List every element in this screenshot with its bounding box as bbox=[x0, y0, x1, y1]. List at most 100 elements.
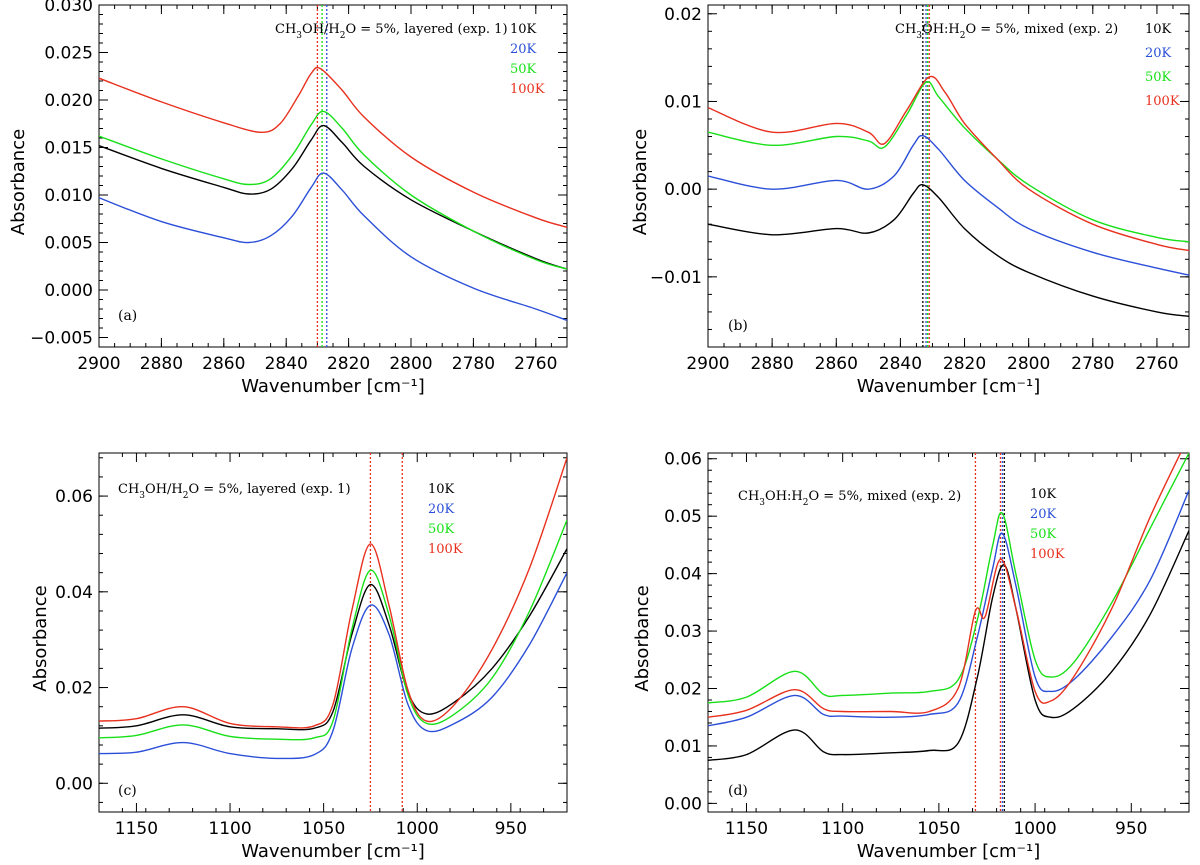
plot-frame bbox=[98, 4, 568, 348]
x-tick-label: 2820 bbox=[327, 354, 370, 374]
x-tick-label: 1150 bbox=[115, 819, 158, 839]
x-tick-label: 2860 bbox=[815, 354, 858, 374]
series-line-10K bbox=[99, 548, 567, 731]
x-axis-title: Wavenumber [cm⁻¹] bbox=[857, 841, 1041, 862]
y-tick-label: 0.025 bbox=[44, 44, 93, 64]
plot-frame bbox=[707, 4, 1190, 348]
x-tick-label: 2900 bbox=[77, 354, 120, 374]
x-tick-label: 2900 bbox=[686, 354, 729, 374]
legend-entry-20K: 20K bbox=[428, 502, 455, 517]
y-tick-label: 0.010 bbox=[44, 186, 93, 206]
y-tick-label: 0.005 bbox=[44, 234, 93, 254]
legend-entry-20K: 20K bbox=[1030, 507, 1057, 522]
x-tick-label: 2880 bbox=[140, 354, 183, 374]
x-tick-label: 2780 bbox=[452, 354, 495, 374]
y-tick-label: 0.04 bbox=[55, 583, 93, 603]
experiment-annotation: CH3OH/H2O = 5%, layered (exp. 1) bbox=[275, 22, 508, 41]
y-tick-label: −0.005 bbox=[30, 329, 93, 349]
series-line-100K bbox=[708, 453, 1182, 718]
y-tick-label: 0.000 bbox=[44, 281, 93, 301]
x-tick-label: 1100 bbox=[208, 819, 251, 839]
y-tick-label: 0.00 bbox=[664, 180, 702, 200]
legend-entry-100K: 100K bbox=[1030, 547, 1065, 562]
y-tick-label: −0.01 bbox=[650, 268, 702, 288]
legend-entry-50K: 50K bbox=[510, 62, 537, 77]
y-axis-title: Absorbance bbox=[632, 585, 653, 691]
x-tick-label: 2820 bbox=[943, 354, 986, 374]
series-line-10K bbox=[708, 184, 1189, 317]
legend-entry-100K: 100K bbox=[510, 82, 545, 97]
series-line-20K bbox=[708, 134, 1189, 276]
y-tick-label: 0.030 bbox=[44, 0, 93, 16]
series-line-20K bbox=[99, 572, 567, 760]
legend-entry-100K: 100K bbox=[428, 542, 463, 557]
experiment-annotation: CH3OH:H2O = 5%, mixed (exp. 2) bbox=[738, 489, 961, 508]
x-tick-label: 1150 bbox=[725, 819, 768, 839]
x-tick-label: 1050 bbox=[917, 819, 960, 839]
x-tick-label: 950 bbox=[1115, 819, 1147, 839]
panel-d: 1150 1100 1050 1000 950 0.00 0.01 0.02 0.03 0.04 0… bbox=[632, 450, 1190, 862]
y-tick-label: 0.06 bbox=[55, 487, 93, 507]
series-line-10K bbox=[708, 530, 1189, 761]
series-line-10K bbox=[99, 124, 567, 270]
x-tick-label: 2760 bbox=[1135, 354, 1178, 374]
panel-b: 2900 2880 2860 2840 2820 2800 2780 2760 −0.01 0.0… bbox=[630, 4, 1190, 397]
y-axis-title: Absorbance bbox=[8, 129, 29, 235]
series-line-20K bbox=[708, 490, 1189, 727]
y-tick-label: 0.02 bbox=[664, 680, 702, 700]
y-axis-title: Absorbance bbox=[630, 129, 651, 235]
series-line-20K bbox=[99, 172, 567, 322]
x-tick-label: 950 bbox=[495, 819, 527, 839]
x-tick-label: 2780 bbox=[1071, 354, 1114, 374]
experiment-annotation: CH3OH:H2O = 5%, mixed (exp. 2) bbox=[895, 22, 1118, 41]
plot-frame bbox=[707, 452, 1190, 813]
y-tick-label: 0.00 bbox=[664, 794, 702, 814]
x-tick-label: 2800 bbox=[1007, 354, 1050, 374]
legend-entry-100K: 100K bbox=[1145, 94, 1180, 109]
y-axis-title: Absorbance bbox=[30, 585, 51, 691]
series-line-50K bbox=[708, 453, 1189, 704]
legend-entry-50K: 50K bbox=[428, 522, 455, 537]
y-tick-label: 0.01 bbox=[664, 92, 702, 112]
series-line-50K bbox=[708, 80, 1189, 243]
x-tick-label: 2840 bbox=[265, 354, 308, 374]
x-axis-title: Wavenumber [cm⁻¹] bbox=[241, 841, 425, 862]
y-tick-label: 0.03 bbox=[664, 622, 702, 642]
series-line-50K bbox=[99, 519, 567, 741]
y-tick-label: 0.04 bbox=[664, 565, 702, 585]
x-tick-label: 2760 bbox=[514, 354, 557, 374]
y-tick-label: 0.00 bbox=[55, 774, 93, 794]
plot-frame bbox=[98, 452, 568, 813]
x-tick-label: 2800 bbox=[389, 354, 432, 374]
legend-entry-10K: 10K bbox=[1030, 487, 1057, 502]
x-tick-label: 1000 bbox=[396, 819, 439, 839]
panel-label: (b) bbox=[728, 318, 748, 334]
series-line-100K bbox=[99, 66, 567, 228]
y-tick-label: 0.015 bbox=[44, 139, 93, 159]
y-tick-label: 0.02 bbox=[55, 679, 93, 699]
x-tick-label: 1000 bbox=[1013, 819, 1056, 839]
legend-entry-20K: 20K bbox=[510, 42, 537, 57]
x-axis-title: Wavenumber [cm⁻¹] bbox=[241, 376, 425, 397]
series-line-100K bbox=[99, 457, 567, 729]
legend-entry-50K: 50K bbox=[1030, 527, 1057, 542]
x-tick-label: 2840 bbox=[879, 354, 922, 374]
y-tick-label: 0.020 bbox=[44, 91, 93, 111]
experiment-annotation: CH3OH/H2O = 5%, layered (exp. 1) bbox=[118, 482, 351, 501]
series-line-100K bbox=[708, 75, 1189, 252]
legend-entry-50K: 50K bbox=[1145, 70, 1172, 85]
y-tick-label: 0.06 bbox=[664, 450, 702, 470]
legend-entry-20K: 20K bbox=[1145, 46, 1172, 61]
x-axis-title: Wavenumber [cm⁻¹] bbox=[857, 376, 1041, 397]
x-tick-label: 2880 bbox=[751, 354, 794, 374]
y-tick-label: 0.01 bbox=[664, 737, 702, 757]
x-tick-label: 1100 bbox=[821, 819, 864, 839]
panel-label: (c) bbox=[118, 783, 137, 799]
panel-label: (d) bbox=[728, 783, 748, 799]
panel-label: (a) bbox=[118, 308, 137, 324]
panel-c: 1150 1100 1050 1000 950 0.00 0.02 0.04 0.06 Waven… bbox=[30, 452, 568, 862]
x-tick-label: 1050 bbox=[302, 819, 345, 839]
panel-a: 2900 2880 2860 2840 2820 2800 2780 2760 −0.005 0.… bbox=[8, 0, 568, 397]
legend-entry-10K: 10K bbox=[1145, 22, 1172, 37]
